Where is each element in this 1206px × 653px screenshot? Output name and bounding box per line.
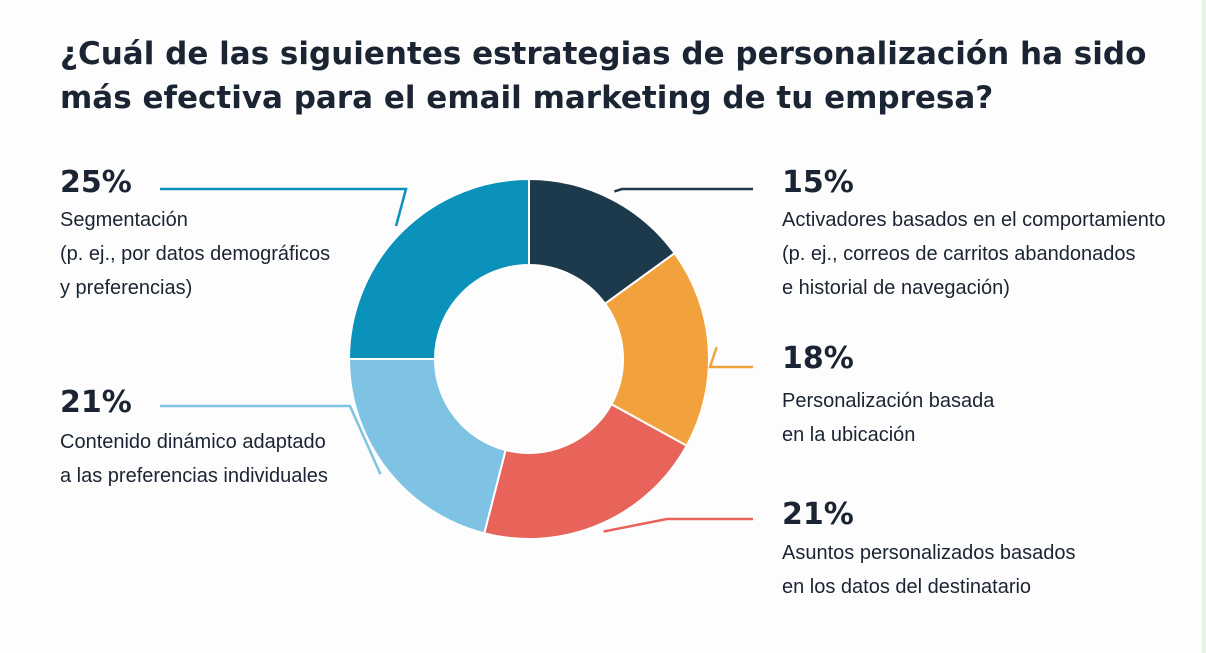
right-edge-strip: [1202, 0, 1206, 653]
slice-description-segmentacion: Segmentación (p. ej., por datos demográf…: [60, 209, 331, 299]
slice-description-ubicacion: Personalización basada en la ubicación: [782, 390, 995, 446]
slice-label-segmentacion: 25%: [60, 165, 132, 200]
slice-contenido: [347, 358, 507, 535]
slice-comportamiento: [528, 177, 677, 306]
leader-line-ubicacion: [708, 346, 753, 369]
leader-line-comportamiento: [613, 187, 753, 193]
leader-line-contenido: [160, 404, 382, 475]
slice-label-asuntos: 21%: [782, 497, 854, 532]
donut-slices: [347, 177, 710, 540]
slice-label-comportamiento: 15%: [782, 165, 854, 200]
slice-label-ubicacion: 18%: [782, 341, 854, 376]
chart-title: ¿Cuál de las siguientes estrategias de p…: [60, 36, 1147, 116]
leader-lines: [160, 187, 753, 533]
leader-line-asuntos: [603, 517, 753, 533]
slice-segmentacion: [347, 177, 530, 360]
slice-description-comportamiento: Activadores basados en el comportamiento…: [782, 209, 1166, 299]
leader-line-segmentacion: [160, 187, 408, 227]
slice-description-contenido: Contenido dinámico adaptado a las prefer…: [60, 431, 328, 487]
slice-label-contenido: 21%: [60, 385, 132, 420]
slice-asuntos: [483, 402, 689, 540]
slice-ubicacion: [603, 251, 710, 448]
slice-description-asuntos: Asuntos personalizados basados en los da…: [782, 542, 1076, 598]
